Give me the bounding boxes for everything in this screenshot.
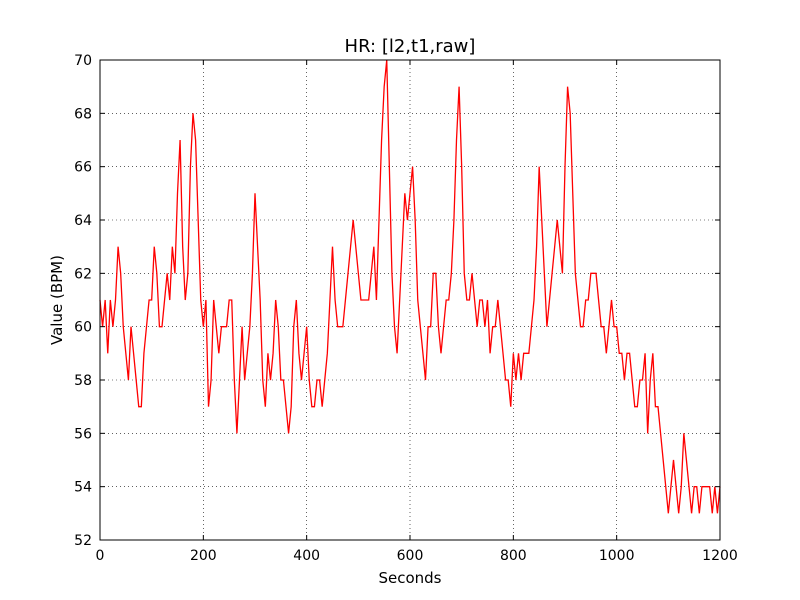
x-tick-label: 1200 bbox=[702, 548, 738, 564]
x-tick-label: 400 bbox=[293, 548, 320, 564]
x-axis-label: Seconds bbox=[378, 569, 441, 587]
y-tick-label: 66 bbox=[74, 160, 92, 176]
chart-title: HR: [l2,t1,raw] bbox=[345, 36, 476, 57]
y-tick-label: 58 bbox=[74, 373, 92, 389]
x-tick-label: 0 bbox=[96, 548, 105, 564]
y-axis-label: Value (BPM) bbox=[48, 255, 66, 345]
y-tick-label: 64 bbox=[74, 213, 92, 229]
x-tick-label: 600 bbox=[397, 548, 424, 564]
axis-ticks: 0 200 400 600 800 1000 1200 52 54 56 58 60 62 64 66 68 7… bbox=[74, 53, 738, 564]
y-tick-label: 54 bbox=[74, 480, 92, 496]
x-tick-label: 1000 bbox=[599, 548, 635, 564]
y-tick-label: 68 bbox=[74, 106, 92, 122]
series-layer bbox=[99, 59, 721, 514]
y-tick-label: 60 bbox=[74, 320, 92, 336]
x-tick-label: 800 bbox=[500, 548, 527, 564]
x-tick-label: 200 bbox=[190, 548, 217, 564]
y-tick-label: 56 bbox=[74, 426, 92, 442]
series-line bbox=[99, 59, 721, 514]
y-tick-label: 52 bbox=[74, 533, 92, 549]
y-tick-label: 70 bbox=[74, 53, 92, 69]
y-tick-label: 62 bbox=[74, 266, 92, 282]
